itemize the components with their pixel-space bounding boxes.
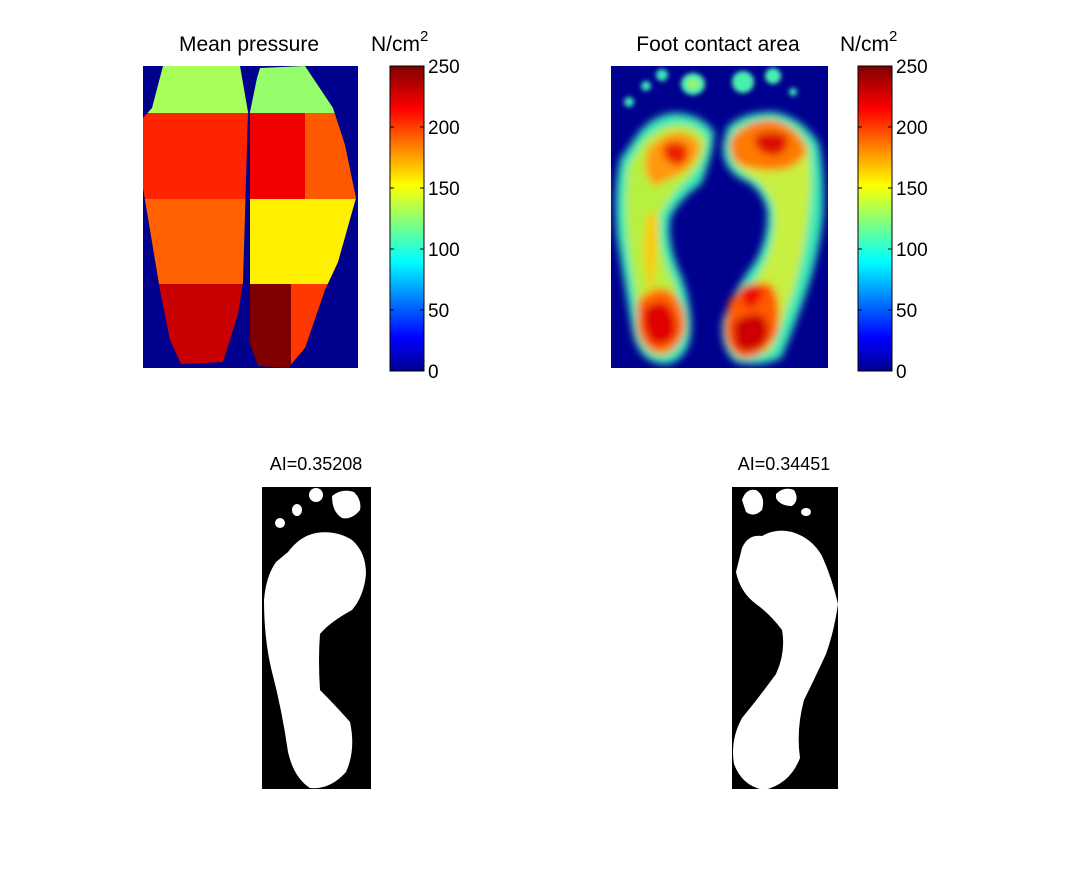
colorbar-tick-label: 0: [896, 362, 907, 383]
colorbar-1: [389, 65, 425, 372]
colorbar-tick-label: 150: [896, 179, 928, 200]
contact-toes: [624, 68, 797, 107]
colorbar-2-ticks: 0 50 100 150 200 250: [858, 57, 928, 383]
colorbar-tick-label: 150: [428, 179, 460, 200]
region-right-heel-medial: [250, 284, 291, 368]
colorbar-tick-label: 200: [428, 118, 460, 139]
colorbar-2-label: N/cm2: [840, 28, 897, 56]
foot-contact-area-title: Foot contact area: [636, 33, 800, 56]
region-left-forefoot-medial: [143, 113, 196, 199]
foot-contact-area-map: [615, 68, 824, 365]
mean-pressure-title: Mean pressure: [179, 33, 319, 56]
colorbar-tick-label: 250: [896, 57, 928, 78]
colorbar-tick-label: 250: [428, 57, 460, 78]
ai-right-title: AI=0.34451: [738, 454, 831, 474]
ai-left-panel: AI=0.35208: [262, 454, 371, 789]
ai-right-panel: AI=0.34451: [732, 454, 838, 790]
contact-left-foot: [615, 113, 714, 365]
colorbar-tick-label: 0: [428, 362, 439, 383]
region-left-forefoot-lateral: [196, 113, 248, 199]
colorbar-2: [857, 65, 893, 372]
colorbar-1-ticks: 0 50 100 150 200 250: [390, 57, 460, 383]
colorbar-tick-label: 200: [896, 118, 928, 139]
colorbar-1-label: N/cm2: [371, 28, 428, 56]
colorbar-tick-label: 100: [428, 240, 460, 261]
foot-contact-area-panel: Foot contact area: [611, 28, 928, 383]
colorbar-tick-label: 50: [896, 301, 917, 322]
colorbar-tick-label: 50: [428, 301, 449, 322]
mean-pressure-panel: Mean pressure N/cm2 0 50 100 150 200 250: [143, 28, 460, 383]
ai-left-title: AI=0.35208: [270, 454, 363, 474]
ai-left-footprint: [264, 488, 366, 789]
region-left-midfoot: [143, 199, 248, 284]
contact-right-foot: [722, 112, 824, 365]
colorbar-tick-label: 100: [896, 240, 928, 261]
ai-right-footprint: [733, 488, 838, 790]
left-foot-regions: [143, 66, 248, 364]
region-right-forefoot-medial: [250, 113, 305, 199]
